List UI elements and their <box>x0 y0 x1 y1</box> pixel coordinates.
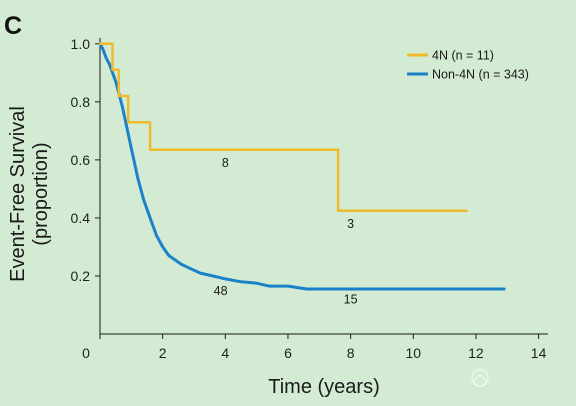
legend-label: Non-4N (n = 343) <box>432 68 529 82</box>
annotation-group: 8 3 48 15 <box>214 156 358 306</box>
x-tick-label: 12 <box>468 345 484 361</box>
series-line <box>98 42 468 212</box>
y-axis-title-line-1: Event-Free Survival <box>7 106 29 282</box>
y-tick-label: 1.0 <box>71 36 91 52</box>
at-risk-count-label: 15 <box>344 293 358 307</box>
y-tick-label: 0.8 <box>71 94 91 110</box>
x-tick-label: 4 <box>221 345 229 361</box>
y-tick-label: 0.6 <box>71 152 91 168</box>
legend-label: 4N (n = 11) <box>432 49 494 63</box>
series-group <box>98 42 506 291</box>
y-axis-title-line-2: (proportion) <box>30 142 52 245</box>
y-tick-label: 0.2 <box>71 268 91 284</box>
at-risk-count-label: 3 <box>347 217 354 231</box>
series-line <box>98 42 506 291</box>
y-tick-label: 0.4 <box>71 210 91 226</box>
x-tick-label: 2 <box>159 345 167 361</box>
watermark-logo-icon <box>471 369 489 387</box>
x-tick-label: 6 <box>284 345 292 361</box>
watermark <box>471 369 489 387</box>
x-tick-label: 14 <box>531 345 547 361</box>
legend: 4N (n = 11) Non-4N (n = 343) <box>407 49 529 82</box>
axes-group: 0.2 0.4 0.6 0.8 1.0 0 2 4 6 8 10 12 14 <box>71 36 548 361</box>
watermark-logo-mark <box>473 374 487 383</box>
at-risk-count-label: 48 <box>214 284 228 298</box>
panel-label: C <box>4 12 22 40</box>
at-risk-count-label: 8 <box>222 156 229 170</box>
x-axis-title: Time (years) <box>268 376 379 398</box>
x-tick-label: 0 <box>82 345 90 361</box>
x-tick-label: 10 <box>405 345 421 361</box>
x-tick-label: 8 <box>347 345 355 361</box>
